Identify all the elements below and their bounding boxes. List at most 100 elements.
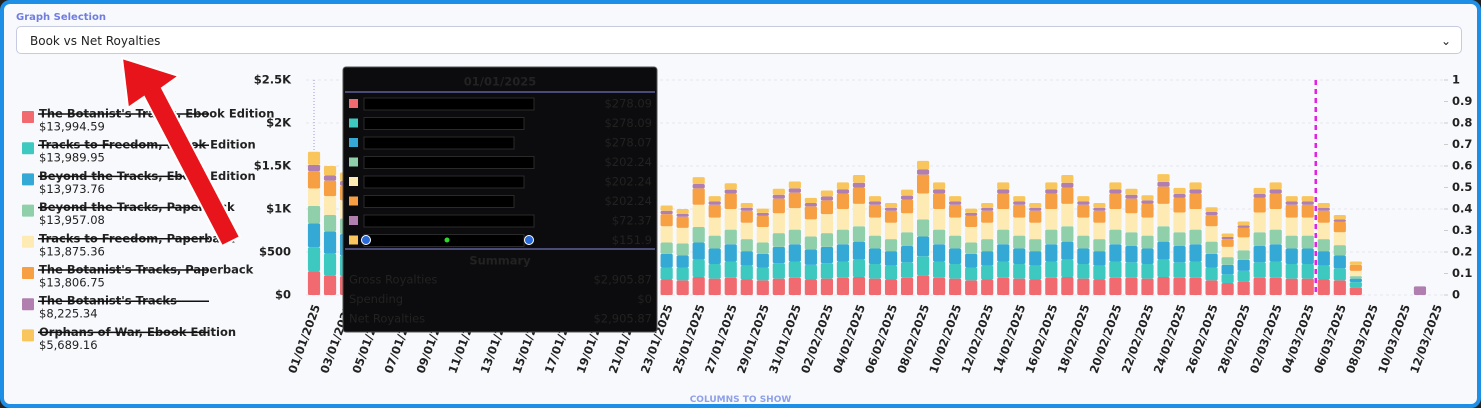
x-tick-label: 27/01/2025: [702, 302, 740, 375]
legend-swatch: [22, 111, 34, 123]
bar-segment: [1045, 189, 1058, 194]
bar-segment: [676, 280, 689, 295]
bar-segment: [900, 189, 914, 196]
bar-segment: [740, 207, 753, 211]
bar-segment: [933, 229, 946, 245]
selection-label: Graph Selection: [16, 12, 106, 23]
bar-segment: [884, 251, 898, 266]
bar-segment: [1285, 278, 1298, 295]
bar-segment: [852, 187, 866, 204]
bar-segment: [1253, 262, 1266, 278]
bar-segment: [692, 188, 705, 205]
bar-segment: [1093, 222, 1106, 240]
x-tick-label: 04/03/2025: [1279, 302, 1317, 375]
bar-segment: [788, 181, 801, 189]
bar-segment: [740, 239, 753, 252]
bar-segment: [740, 251, 753, 266]
bar-segment: [1205, 241, 1218, 254]
tooltip-swatch: [349, 157, 358, 167]
bar-segment: [307, 164, 321, 172]
bar-segment: [1141, 235, 1154, 249]
bar-segment: [916, 236, 930, 257]
bar-segment: [1253, 232, 1266, 246]
bar-segment: [1349, 264, 1362, 271]
bar-segment: [868, 235, 882, 249]
bar-segment: [1125, 262, 1138, 278]
chevron[interactable]: ⌄: [1440, 34, 1451, 48]
bar-segment: [1141, 278, 1154, 295]
bar-segment: [1301, 278, 1314, 295]
bar-segment: [1189, 193, 1202, 209]
tooltip-value: $278.09: [604, 97, 652, 111]
bar-segment: [724, 261, 737, 278]
bar-segment: [1029, 265, 1042, 280]
bar-segment: [1301, 248, 1314, 265]
bar-segment: [1285, 248, 1298, 265]
summary-value: $2,905.87: [593, 273, 652, 287]
bar-segment: [949, 196, 962, 202]
bar-segment: [1317, 222, 1330, 240]
bar-segment: [1221, 264, 1234, 275]
bar-segment: [1109, 182, 1122, 190]
bar-segment: [708, 196, 721, 202]
x-tick-label: 08/02/2025: [894, 302, 932, 375]
bar-segment: [949, 217, 962, 236]
bar-segment: [1333, 255, 1346, 269]
y2-tick-label: 0.5: [1452, 180, 1472, 194]
bar-segment: [1045, 277, 1058, 295]
tooltip-redaction: [363, 195, 515, 208]
bar-segment: [804, 279, 817, 295]
tooltip-value: $72.37: [612, 214, 652, 228]
bar-segment: [1189, 261, 1202, 278]
y2-tick-label: 1: [1452, 73, 1460, 87]
bar-segment: [1221, 282, 1234, 295]
bar-segment: [1109, 229, 1122, 245]
x-tick-label: 10/02/2025: [926, 302, 964, 375]
bar-segment: [1125, 245, 1138, 263]
bar-segment: [1029, 279, 1042, 295]
graph-select[interactable]: Book vs Net Royalties ⌄: [16, 26, 1462, 54]
bar-segment: [997, 277, 1010, 295]
bar-segment: [1333, 245, 1346, 256]
bar-segment: [660, 210, 673, 215]
y2-tick-label: 0.9: [1452, 94, 1472, 108]
bar-segment: [1253, 245, 1266, 263]
bar-segment: [740, 222, 753, 240]
bar-segment: [1317, 251, 1330, 266]
legend-swatch: [22, 204, 34, 217]
bar-segment: [836, 229, 850, 245]
y-tick-label: $2K: [266, 116, 292, 130]
bar-segment: [1237, 227, 1250, 238]
bar-segment: [1317, 207, 1330, 211]
bar-segment: [1173, 245, 1186, 263]
bar-segment: [1189, 229, 1202, 245]
bar-segment: [1173, 187, 1186, 194]
bar-segment: [1109, 261, 1122, 278]
bar-segment: [1061, 175, 1074, 183]
bar-segment: [1205, 267, 1218, 281]
bar-segment: [1253, 187, 1266, 194]
bar-segment: [1317, 265, 1330, 280]
bar-segment: [1077, 204, 1090, 218]
bar-segment: [1205, 215, 1218, 227]
bar-segment: [772, 263, 785, 279]
bar-segment: [820, 263, 834, 279]
bar-segment: [1029, 210, 1042, 223]
bar-segment: [1349, 276, 1362, 279]
bar-segment: [900, 277, 914, 295]
bar-segment: [756, 253, 769, 268]
bar-segment: [1093, 210, 1106, 223]
bar-segment: [1237, 259, 1250, 271]
bar-segment: [1125, 198, 1138, 214]
bar-segment: [868, 201, 882, 205]
bar-segment: [1349, 287, 1362, 295]
bar-segment: [1237, 225, 1250, 228]
bar-segment: [323, 275, 337, 295]
bar-segment: [1125, 277, 1138, 295]
selected-option[interactable]: Book vs Net Royalties: [30, 34, 161, 48]
bar-segment: [1045, 244, 1058, 262]
bar-segment: [1205, 226, 1218, 242]
legend-swatch: [22, 329, 34, 342]
bar-segment: [788, 192, 801, 209]
legend-swatch: [22, 298, 34, 311]
